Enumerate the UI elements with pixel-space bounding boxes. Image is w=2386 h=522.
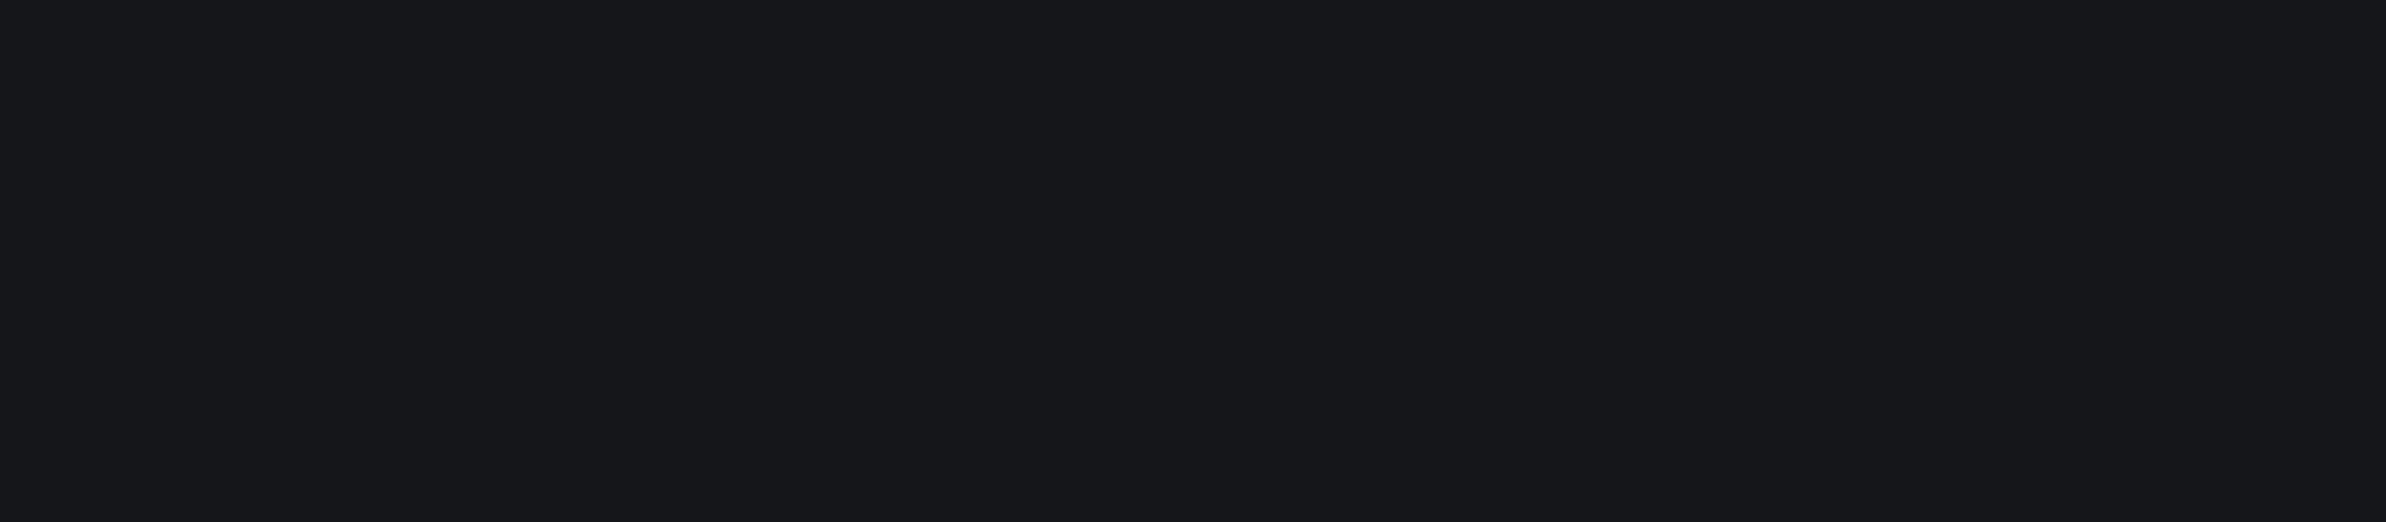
graph-panel bbox=[0, 0, 2386, 522]
timeseries-chart[interactable] bbox=[0, 0, 2386, 522]
